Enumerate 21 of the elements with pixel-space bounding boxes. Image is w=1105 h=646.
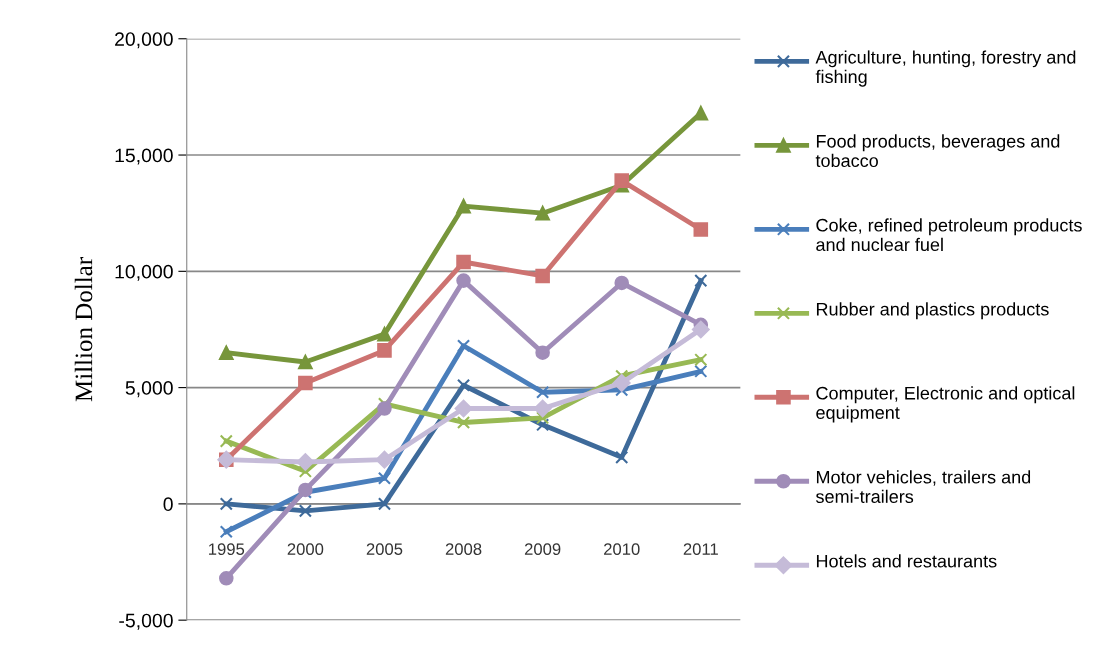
y-tick-label: -5,000	[119, 613, 173, 630]
x-tick-label: 1995	[209, 543, 245, 556]
legend-label: Computer, Electronic and optical equipment	[816, 386, 1075, 423]
x-tick-label: 2005	[366, 543, 403, 556]
y-tick-label: 15,000	[115, 148, 173, 165]
y-axis-title: Million Dollar	[74, 257, 93, 402]
legend-label: Motor vehicles, trailers and semi-trailers	[815, 470, 1031, 503]
y-tick-label: 5,000	[125, 381, 173, 398]
x-tick-label: 2008	[445, 543, 482, 556]
x-tick-label: 2000	[287, 543, 324, 556]
x-tick-label: 2011	[683, 543, 718, 556]
x-tick-label: 2009	[524, 543, 561, 556]
legend-label: Food products, beverages and tobacco	[815, 134, 1060, 168]
y-tick-label: 20,000	[115, 32, 173, 49]
legend-label: Rubber and plastics products	[816, 302, 1049, 320]
legend-label: Agriculture, hunting, forestry and fishing	[815, 50, 1076, 87]
y-tick-label: 0	[163, 497, 173, 512]
y-tick-label: 10,000	[115, 264, 173, 281]
legend-label: Coke, refined petroleum products and nuclear fuel	[816, 218, 1082, 252]
x-tick-label: 2010	[604, 543, 640, 556]
legend-label: Hotels and restaurants	[816, 554, 997, 568]
